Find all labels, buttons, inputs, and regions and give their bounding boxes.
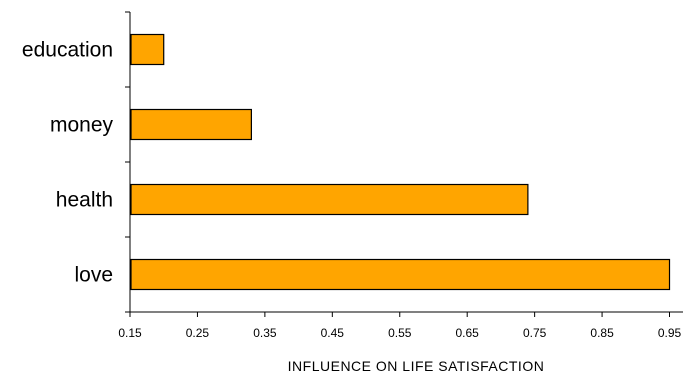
y-ticks (125, 11, 130, 313)
category-label-health: health (56, 189, 113, 212)
x-tick-label: 0.15 (118, 326, 142, 340)
x-tick-label: 0.25 (186, 326, 210, 340)
x-tick-label: 0.95 (658, 326, 682, 340)
x-tick-label: 0.45 (321, 326, 345, 340)
x-tick-label: 0.85 (590, 326, 614, 340)
category-labels: education money health love (22, 39, 114, 287)
bar-education (130, 33, 165, 66)
x-axis-title: INFLUENCE ON LIFE SATISFACTION (288, 358, 545, 374)
x-tick-label: 0.65 (456, 326, 480, 340)
bar-love (130, 258, 671, 291)
category-label-education: education (22, 39, 113, 62)
bars-group (130, 33, 671, 291)
bar-money (130, 108, 252, 141)
x-ticks: 0.15 0.25 0.35 0.45 0.55 0.65 0.75 0.85 0.95 (118, 312, 682, 340)
category-label-love: love (74, 264, 113, 287)
x-tick-label: 0.75 (523, 326, 547, 340)
bar-health (130, 183, 529, 216)
x-tick-label: 0.55 (388, 326, 412, 340)
category-label-money: money (50, 114, 114, 137)
x-tick-label: 0.35 (253, 326, 277, 340)
